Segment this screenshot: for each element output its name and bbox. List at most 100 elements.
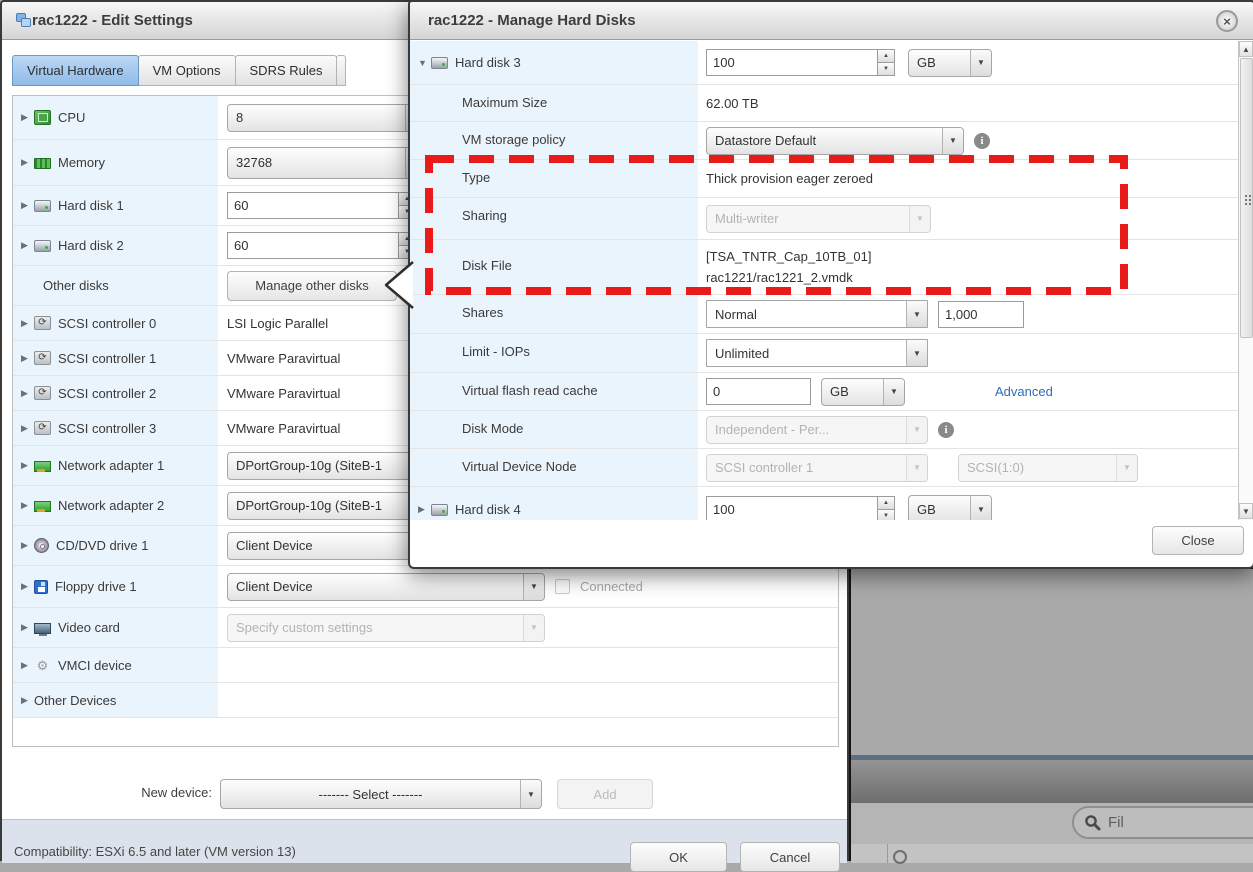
memory-icon xyxy=(34,158,51,169)
info-icon[interactable]: i xyxy=(938,421,954,438)
row-label: CPU xyxy=(58,110,86,125)
advanced-link[interactable]: Advanced xyxy=(995,384,1053,399)
floppy-dropdown[interactable]: Client Device ▼ xyxy=(227,572,545,601)
manage-disks-title: rac1222 - Manage Hard Disks xyxy=(428,12,636,29)
row-label: Hard disk 2 xyxy=(58,238,124,253)
manage-disks-titlebar[interactable]: rac1222 - Manage Hard Disks xyxy=(410,2,1253,40)
expand-arrow-icon[interactable]: ▶ xyxy=(21,352,28,363)
scsi-0-type: LSI Logic Parallel xyxy=(227,315,329,331)
ok-button[interactable]: OK xyxy=(630,842,727,872)
manage-disks-rows: ▼ Hard disk 3 ▲▼ GB▼ Maximum Size 62.00 … xyxy=(410,41,1238,520)
info-icon[interactable]: i xyxy=(974,132,990,149)
flash-cache-unit-dropdown[interactable]: GB ▼ xyxy=(821,377,905,406)
add-device-button[interactable]: Add xyxy=(557,779,653,809)
manage-other-disks-button[interactable]: Manage other disks xyxy=(227,270,397,301)
disk-mode-dropdown[interactable]: Independent - Per... ▼ xyxy=(706,415,928,444)
new-device-label: New device: xyxy=(141,785,212,800)
expand-arrow-icon[interactable]: ▶ xyxy=(21,694,28,705)
disk4-spinner[interactable]: ▲ ▼ xyxy=(878,495,895,520)
shares-amount-input[interactable] xyxy=(938,300,1024,328)
hard-disk-2-size-input[interactable] xyxy=(227,232,399,259)
expand-arrow-icon[interactable]: ▶ xyxy=(418,503,425,514)
video-card-dropdown[interactable]: Specify custom settings ▼ xyxy=(227,613,545,642)
row-label: Network adapter 2 xyxy=(58,498,165,513)
disk3-unit-dropdown[interactable]: GB ▼ xyxy=(908,48,992,77)
hard-disk-icon xyxy=(431,57,448,69)
expand-arrow-icon[interactable]: ▶ xyxy=(21,540,28,550)
close-icon[interactable]: × xyxy=(1216,10,1238,32)
filter-search-input[interactable]: Fil xyxy=(1072,806,1253,839)
scroll-up-icon[interactable]: ▲ xyxy=(1239,41,1253,57)
background-divider-line xyxy=(887,844,888,863)
expand-arrow-icon[interactable]: ▶ xyxy=(21,240,28,250)
scroll-down-icon[interactable]: ▼ xyxy=(1239,503,1253,519)
disk3-size-input[interactable] xyxy=(706,49,878,76)
connected-label: Connected xyxy=(580,579,643,594)
maximum-size-value: 62.00 TB xyxy=(706,95,759,111)
network-2-dropdown[interactable]: DPortGroup-10g (SiteB-1▼ xyxy=(227,491,437,520)
disk4-size-input[interactable] xyxy=(706,495,878,520)
row-label: SCSI controller 0 xyxy=(58,315,157,331)
background-bottom-band xyxy=(851,844,1253,863)
hard-disk-icon xyxy=(34,200,51,212)
row-label: Other Devices xyxy=(34,692,117,708)
tab-partial[interactable] xyxy=(336,55,347,86)
row-label: Hard disk 3 xyxy=(455,55,521,70)
row-hard-disk-3: ▼ Hard disk 3 ▲▼ GB▼ xyxy=(410,41,1238,85)
connected-checkbox[interactable] xyxy=(555,579,570,594)
expand-arrow-icon[interactable]: ▶ xyxy=(21,500,28,510)
tab-virtual-hardware[interactable]: Virtual Hardware xyxy=(12,55,139,86)
cancel-button[interactable]: Cancel xyxy=(740,842,840,872)
tab-vm-options[interactable]: VM Options xyxy=(137,55,236,86)
tab-sdrs-rules[interactable]: SDRS Rules xyxy=(234,55,338,86)
floppy-icon xyxy=(34,579,48,594)
expand-arrow-icon[interactable]: ▶ xyxy=(21,659,28,670)
expand-arrow-icon[interactable]: ▶ xyxy=(21,200,28,210)
scrollbar-thumb[interactable] xyxy=(1240,58,1253,338)
expand-arrow-icon[interactable]: ▶ xyxy=(21,622,28,632)
hard-disk-1-size-input[interactable] xyxy=(227,192,399,219)
cpu-icon xyxy=(34,110,51,125)
limit-iops-dropdown[interactable]: Unlimited ▼ xyxy=(706,339,928,367)
table-row-other-devices: ▶ Other Devices xyxy=(13,683,838,718)
background-icon-fragment xyxy=(893,850,907,864)
settings-tab-bar: Virtual Hardware VM Options SDRS Rules xyxy=(12,55,347,86)
flash-cache-input[interactable] xyxy=(706,378,811,405)
row-label: Network adapter 1 xyxy=(58,458,165,473)
row-hard-disk-4: ▶ Hard disk 4 ▲▼ GB▼ xyxy=(410,487,1238,520)
expand-arrow-icon[interactable]: ▶ xyxy=(21,581,28,591)
cpu-count-dropdown[interactable]: 8▼ xyxy=(227,103,427,132)
memory-size-dropdown[interactable]: 32768▼ xyxy=(227,146,427,179)
row-label: VMCI device xyxy=(58,657,132,673)
scsi-controller-icon: ⟳ xyxy=(34,421,51,435)
shares-dropdown[interactable]: Normal ▼ xyxy=(706,300,928,328)
sharing-dropdown[interactable]: Multi-writer ▼ xyxy=(706,204,931,233)
callout-arrow xyxy=(384,261,414,309)
expand-arrow-icon[interactable]: ▶ xyxy=(21,387,28,398)
table-row-memory: ▶ Memory 32768▼ xyxy=(13,140,838,186)
network-1-dropdown[interactable]: DPortGroup-10g (SiteB-1▼ xyxy=(227,451,437,480)
disk3-spinner[interactable]: ▲ ▼ xyxy=(878,49,895,76)
vm-settings-icon xyxy=(16,12,34,29)
filter-placeholder-text: Fil xyxy=(1108,814,1124,831)
hard-disk-icon xyxy=(34,240,51,252)
expand-arrow-icon[interactable]: ▶ xyxy=(21,157,28,167)
disk4-unit-dropdown[interactable]: GB ▼ xyxy=(908,495,992,520)
expand-arrow-icon[interactable]: ▶ xyxy=(21,317,28,328)
row-label: SCSI controller 1 xyxy=(58,350,157,366)
device-node-scsi-dropdown[interactable]: SCSI(1:0) ▼ xyxy=(958,453,1138,482)
device-node-controller-dropdown[interactable]: SCSI controller 1 ▼ xyxy=(706,453,928,482)
expand-arrow-icon[interactable]: ▶ xyxy=(21,422,28,433)
table-row-scsi-3: ▶ ⟳ SCSI controller 3 VMware Paravirtual xyxy=(13,411,838,446)
collapse-arrow-icon[interactable]: ▼ xyxy=(418,57,427,68)
storage-policy-dropdown[interactable]: Datastore Default ▼ xyxy=(706,126,964,155)
background-app: Fil xyxy=(849,567,1253,864)
vertical-scrollbar[interactable]: ▲ ▼ xyxy=(1238,41,1253,520)
new-device-dropdown[interactable]: ------- Select ------- ▼ xyxy=(220,779,542,809)
expand-arrow-icon[interactable]: ▶ xyxy=(21,112,28,122)
new-device-row: New device: ------- Select ------- ▼ Add xyxy=(2,777,847,811)
expand-arrow-icon[interactable]: ▶ xyxy=(21,460,28,470)
manage-hard-disks-dialog: rac1222 - Manage Hard Disks × ▼ Hard dis… xyxy=(408,0,1253,569)
close-button[interactable]: Close xyxy=(1152,526,1244,555)
network-adapter-icon xyxy=(34,501,51,512)
